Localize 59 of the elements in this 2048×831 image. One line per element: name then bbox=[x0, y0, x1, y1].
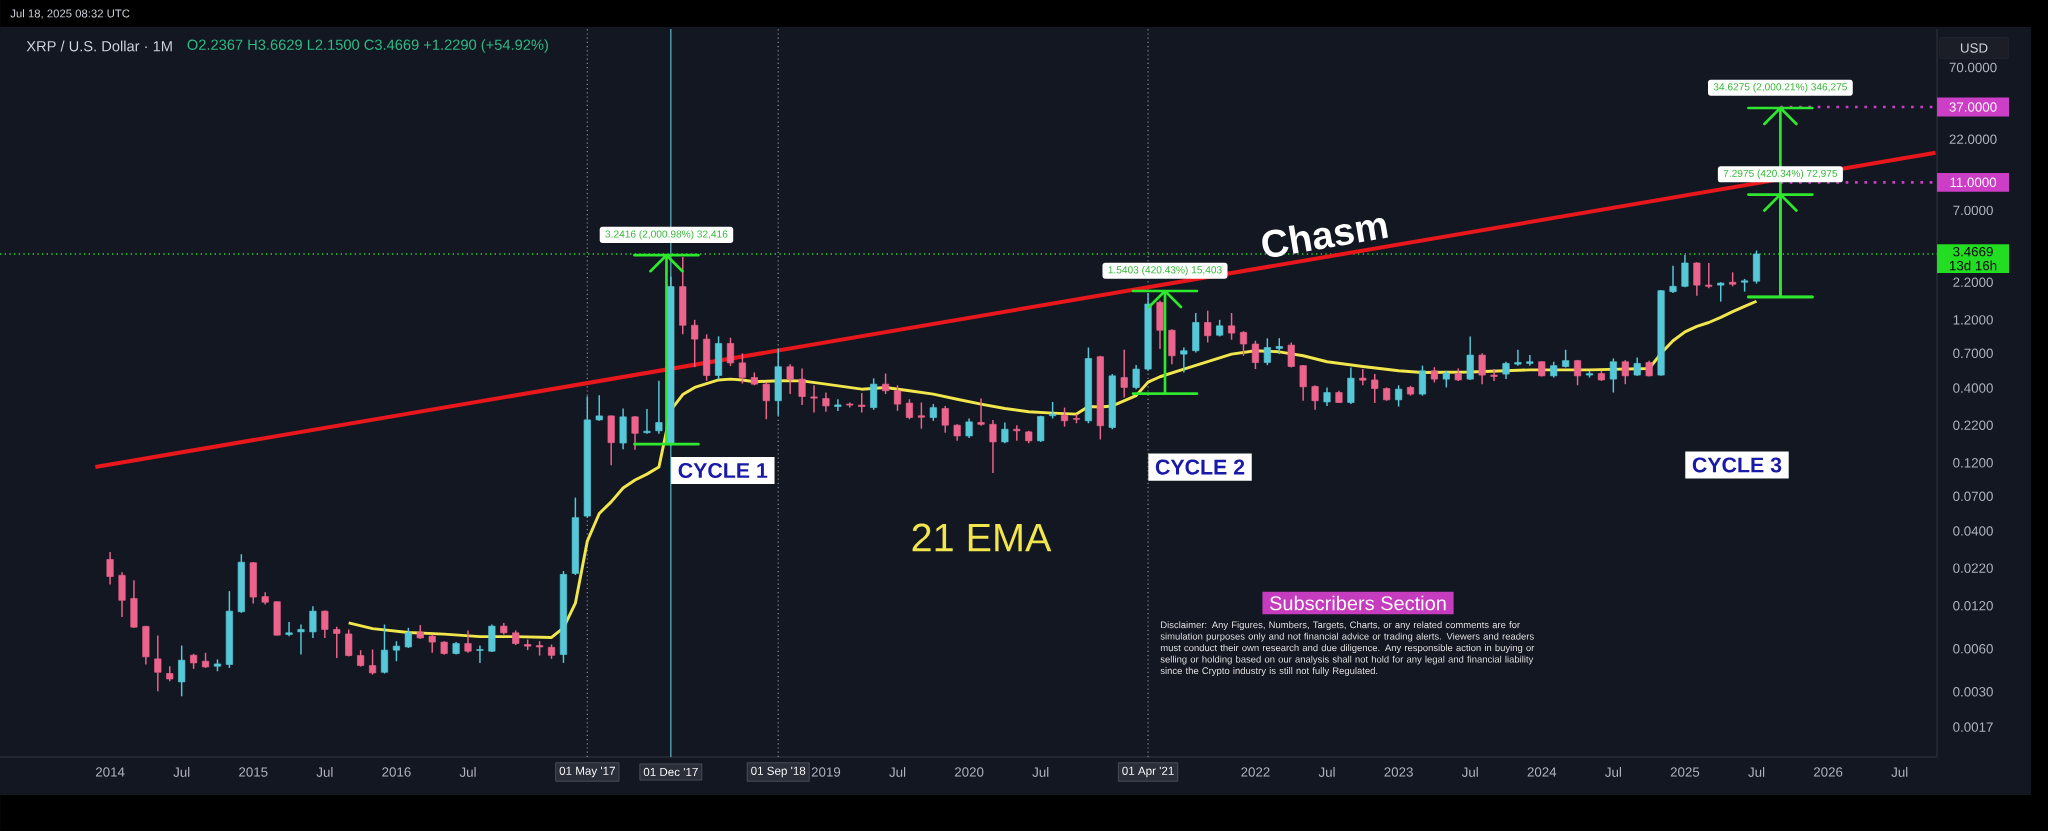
y-tick-label: 7.0000 bbox=[1953, 205, 1993, 216]
y-tick-label: 0.2200 bbox=[1953, 420, 1993, 430]
x-tick-label: 2015 bbox=[239, 767, 268, 777]
y-tick-label: 0.0030 bbox=[1953, 687, 1993, 697]
x-tick-label: 2024 bbox=[1527, 767, 1557, 777]
text: Chasm bbox=[1262, 217, 1388, 257]
y-tick-label: 0.0700 bbox=[1953, 491, 1993, 501]
x-tick-label: Jul bbox=[459, 767, 476, 777]
text: 13d 16h bbox=[1949, 260, 1997, 271]
x-tick-label: Jul bbox=[1605, 767, 1621, 777]
y-tick-label: 0.1200 bbox=[1953, 458, 1993, 468]
y-tick-label: 2.2000 bbox=[1953, 277, 1993, 287]
x-tick-label: Jul bbox=[316, 767, 333, 777]
annotation: 7.2975 (420.34%) 72,975 bbox=[1723, 169, 1838, 179]
x-tick-label: Jul bbox=[1748, 767, 1765, 777]
y-tick-label: 0.7000 bbox=[1953, 348, 1993, 359]
annotation: CYCLE 3 bbox=[1692, 457, 1782, 473]
y-tick-label: 0.4000 bbox=[1953, 383, 1993, 393]
ref-line-label: 01 Dec '17 bbox=[643, 767, 698, 777]
y-axis-title: USD bbox=[1960, 43, 1988, 53]
y-tick-label: 0.0120 bbox=[1953, 601, 1993, 611]
x-tick-label: 2019 bbox=[811, 767, 841, 777]
annotation: 34.6275 (2,000.21%) 346,275 bbox=[1713, 82, 1847, 93]
text: XRP / U.S. Dollar · 1M bbox=[26, 40, 172, 52]
x-tick-label: 2020 bbox=[954, 767, 984, 777]
x-tick-label: Jul bbox=[1318, 767, 1335, 777]
x-tick-label: 2016 bbox=[382, 767, 411, 777]
x-tick-label: Jul bbox=[173, 767, 190, 777]
x-tick-label: 2023 bbox=[1384, 767, 1413, 777]
ref-line-label: 01 Sep '18 bbox=[751, 766, 806, 778]
x-tick-label: 2022 bbox=[1241, 767, 1270, 777]
annotation: Subscribers Section bbox=[1269, 595, 1446, 611]
x-tick-label: 2014 bbox=[95, 767, 125, 777]
ref-line-label: 3.4669 bbox=[1953, 246, 1993, 257]
y-tick-label: 0.0017 bbox=[1953, 722, 1993, 732]
x-tick-label: Jul bbox=[889, 767, 906, 777]
y-tick-label: 0.0400 bbox=[1953, 526, 1993, 536]
ref-line-label: 11.0000 bbox=[1950, 177, 1997, 188]
annotation: 1.5403 (420.43%) 15,403 bbox=[1108, 265, 1222, 276]
text: Jul 18, 2025 08:32 UTC bbox=[10, 9, 130, 19]
x-tick-label: Jul bbox=[1461, 767, 1478, 777]
y-tick-label: 70.0000 bbox=[1949, 62, 1997, 73]
ref-line-label: 01 Apr '21 bbox=[1122, 766, 1174, 778]
text: 21 EMA bbox=[912, 523, 1052, 552]
y-tick-label: 22.0000 bbox=[1949, 134, 1997, 144]
y-tick-label: 0.0060 bbox=[1953, 644, 1993, 654]
ref-line-label: 37.0000 bbox=[1949, 102, 1997, 112]
x-tick-label: Jul bbox=[1032, 767, 1049, 777]
x-tick-label: 2026 bbox=[1813, 767, 1843, 777]
annotation: CYCLE 1 bbox=[678, 462, 768, 479]
annotation: Disclaimer: Any Figures, Numbers, Targets, Charts, or any related comments are for simulation purposes only and not financial advice or trading alerts. Viewers and readers must conduct their own research and due diligence. Any responsible action in buying or selling or holding based on our analysis shall not hold for any legal and financial liability since the Crypto industry is still not fully Regulated. bbox=[1160, 621, 1535, 676]
y-tick-label: 0.0220 bbox=[1953, 563, 1993, 573]
x-tick-label: 2025 bbox=[1670, 767, 1700, 777]
x-tick-label: Jul bbox=[1891, 767, 1908, 777]
y-tick-label: 1.2000 bbox=[1953, 315, 1993, 325]
text: O2.2367 H3.6629 L2.1500 C3.4669 +1.2290 (+54.92%) bbox=[187, 39, 548, 53]
annotation: CYCLE 2 bbox=[1155, 459, 1245, 475]
ref-line-label: 01 May '17 bbox=[559, 766, 615, 778]
annotation: 3.2416 (2,000.98%) 32,416 bbox=[605, 230, 728, 240]
